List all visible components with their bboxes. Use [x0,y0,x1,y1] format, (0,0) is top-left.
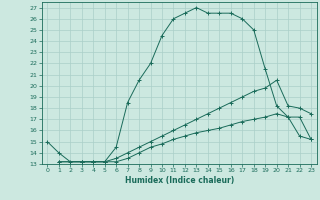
X-axis label: Humidex (Indice chaleur): Humidex (Indice chaleur) [124,176,234,185]
